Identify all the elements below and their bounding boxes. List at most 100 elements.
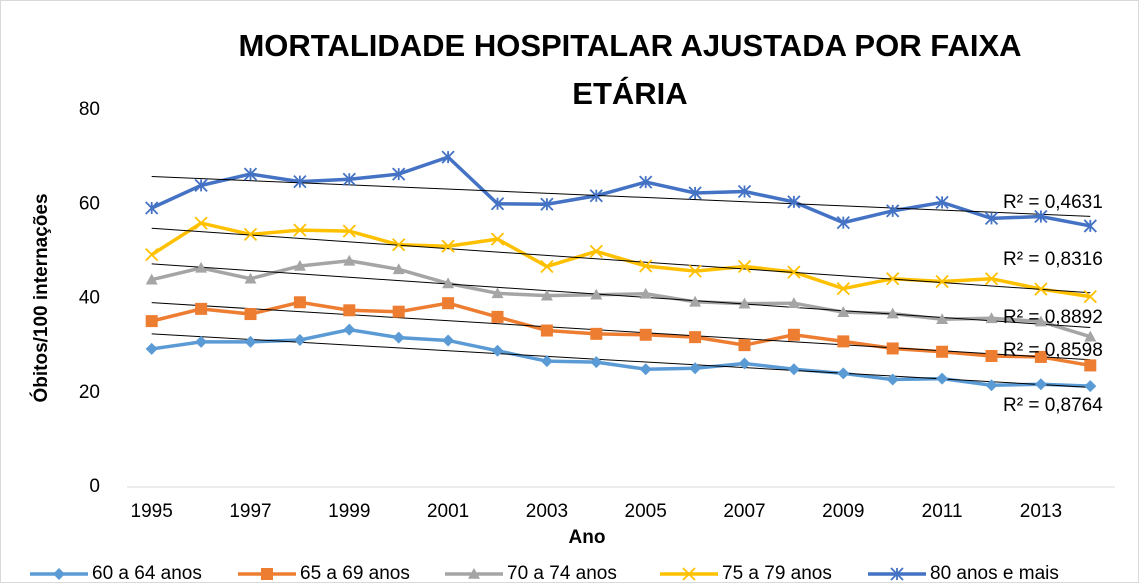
marker	[837, 306, 850, 317]
legend-item: 80 anos e mais	[868, 563, 1059, 583]
marker	[145, 248, 159, 262]
marker	[837, 367, 850, 380]
marker	[244, 308, 257, 321]
marker	[984, 272, 999, 286]
marker	[342, 224, 356, 238]
marker	[244, 272, 257, 284]
marker	[392, 238, 406, 252]
trendline-label: R² = 0,4631	[1003, 192, 1103, 213]
y-axis-title: Óbitos/100 internações	[30, 193, 52, 402]
x-tick-label: 2007	[723, 501, 765, 522]
trendline-label: R² = 0,8764	[1003, 395, 1103, 416]
marker	[886, 272, 900, 286]
marker	[886, 204, 900, 218]
marker	[1034, 350, 1047, 363]
y-tick-label: 60	[79, 193, 100, 214]
marker	[392, 305, 405, 318]
marker	[936, 313, 949, 325]
marker	[1034, 282, 1048, 296]
marker	[145, 201, 159, 215]
marker	[836, 281, 850, 296]
x-tick-label: 2009	[822, 501, 864, 522]
x-tick-label: 2005	[625, 501, 667, 522]
marker	[244, 335, 257, 348]
trendline	[151, 333, 1091, 388]
marker	[261, 568, 273, 580]
marker	[1034, 378, 1047, 391]
series-line	[151, 259, 1091, 339]
marker	[682, 567, 696, 581]
marker	[936, 372, 949, 385]
marker	[639, 287, 652, 299]
marker	[442, 334, 455, 347]
trendline-label: R² = 0,8316	[1003, 249, 1103, 270]
marker	[738, 297, 751, 309]
marker	[689, 295, 702, 307]
marker	[787, 363, 800, 376]
marker	[935, 195, 949, 210]
marker	[145, 342, 158, 355]
marker	[985, 349, 998, 362]
marker	[540, 355, 553, 368]
marker	[243, 227, 258, 242]
marker	[540, 197, 554, 211]
marker	[540, 289, 553, 301]
marker	[392, 331, 405, 344]
x-tick-label: 1995	[131, 501, 173, 522]
legend-item: 75 a 79 anos	[660, 563, 832, 583]
marker	[1083, 289, 1097, 304]
marker	[293, 259, 306, 271]
marker	[442, 277, 455, 289]
series-line	[151, 300, 1091, 368]
marker	[194, 216, 208, 230]
marker	[1083, 219, 1097, 233]
trendline-label: R² = 0,8598	[1003, 340, 1103, 361]
trendline	[151, 263, 1091, 329]
marker	[689, 331, 702, 344]
marker	[491, 344, 504, 357]
marker	[590, 327, 603, 340]
marker	[468, 568, 480, 579]
marker	[985, 312, 998, 324]
marker	[639, 328, 652, 341]
series-line	[150, 155, 1091, 228]
trendline	[151, 175, 1091, 217]
marker	[787, 328, 800, 341]
marker	[540, 259, 554, 274]
marker	[293, 223, 307, 237]
x-axis-title: Ano	[569, 527, 606, 548]
marker	[293, 296, 306, 309]
legend-label: 60 a 64 anos	[92, 563, 202, 583]
marker	[343, 304, 356, 317]
marker	[886, 342, 899, 355]
marker	[145, 273, 158, 285]
marker	[886, 307, 899, 319]
marker	[145, 315, 158, 328]
marker	[890, 567, 904, 581]
chart-title: MORTALIDADE HOSPITALAR AJUSTADA POR FAIX…	[238, 28, 1021, 63]
legend-item: 60 a 64 anos	[30, 563, 202, 583]
marker	[737, 184, 752, 199]
marker	[787, 297, 800, 309]
marker	[195, 335, 208, 348]
marker	[737, 259, 752, 274]
marker	[540, 324, 553, 337]
marker	[392, 167, 406, 181]
marker	[886, 373, 899, 386]
y-tick-label: 0	[89, 476, 100, 497]
marker	[590, 356, 603, 369]
marker	[837, 335, 850, 348]
marker	[490, 197, 505, 211]
trendline	[151, 227, 1091, 294]
marker	[738, 339, 751, 352]
marker	[490, 232, 505, 246]
marker	[243, 167, 258, 181]
legend-label: 65 a 69 anos	[300, 563, 410, 583]
legend-label: 80 anos e mais	[930, 563, 1059, 583]
marker	[787, 195, 801, 209]
marker	[1084, 359, 1097, 372]
marker	[194, 178, 208, 193]
x-tick-label: 2001	[427, 501, 469, 522]
